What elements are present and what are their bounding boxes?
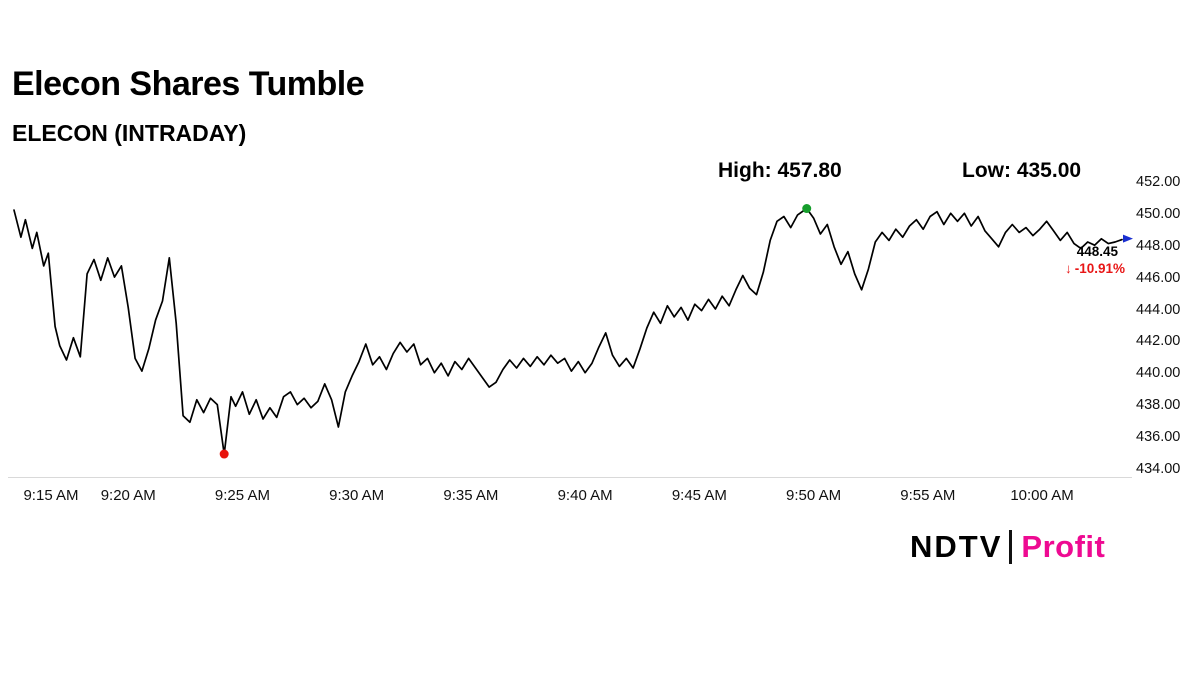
- y-tick-label: 452.00: [1136, 174, 1181, 190]
- x-tick-label: 9:15 AM: [23, 487, 79, 504]
- y-tick-label: 444.00: [1136, 301, 1181, 318]
- last-marker: [1123, 234, 1133, 243]
- x-tick-label: 10:00 AM: [1010, 487, 1074, 504]
- last-price-label: 448.45: [1076, 244, 1118, 259]
- x-tick-label: 9:25 AM: [214, 487, 270, 504]
- chart-symbol: ELECON (INTRADAY): [12, 120, 247, 146]
- y-tick-label: 448.00: [1136, 237, 1181, 254]
- logo-divider: [1009, 530, 1013, 564]
- x-tick-label: 9:20 AM: [100, 487, 156, 504]
- y-tick-label: 446.00: [1136, 269, 1181, 286]
- y-tick-label: 436.00: [1136, 429, 1181, 446]
- high-marker: [802, 204, 812, 214]
- x-tick-label: 9:45 AM: [671, 487, 727, 504]
- y-tick-label: 438.00: [1136, 397, 1181, 414]
- profit-logo-text: Profit: [1021, 529, 1106, 564]
- x-tick-label: 9:40 AM: [557, 487, 613, 504]
- ndtv-logo-text: NDTV: [910, 529, 1003, 564]
- ndtv-profit-logo: NDTV Profit: [910, 529, 1105, 565]
- y-tick-label: 450.00: [1136, 205, 1181, 222]
- change-percent: -10.91%: [1074, 261, 1125, 276]
- high-annotation: High: 457.80: [718, 159, 842, 182]
- x-tick-label: 9:55 AM: [900, 487, 956, 504]
- y-tick-label: 442.00: [1136, 333, 1181, 350]
- low-annotation: Low: 435.00: [962, 159, 1082, 182]
- x-tick-label: 9:50 AM: [786, 487, 842, 504]
- x-tick-label: 9:30 AM: [329, 487, 385, 504]
- x-tick-label: 9:35 AM: [443, 487, 499, 504]
- page-title: Elecon Shares Tumble: [12, 65, 365, 103]
- down-arrow-icon: ↓: [1064, 261, 1072, 276]
- price-line: [13, 207, 1123, 455]
- x-axis-line: [8, 477, 1132, 478]
- y-tick-label: 440.00: [1136, 365, 1181, 382]
- y-tick-label: 434.00: [1136, 461, 1181, 477]
- low-marker: [219, 449, 229, 459]
- change-label: ↓ -10.91%: [1034, 261, 1125, 276]
